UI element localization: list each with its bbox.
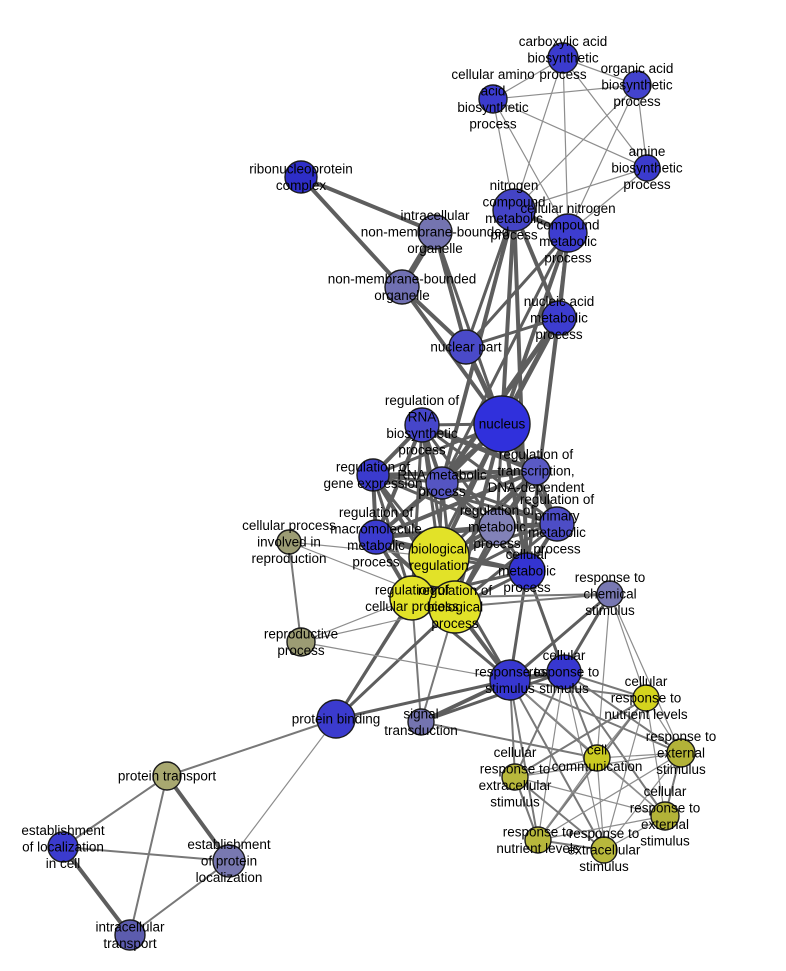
graph-edge <box>62 775 168 848</box>
graph-edge <box>420 721 598 759</box>
node-rrbp[interactable] <box>404 407 440 443</box>
node-ptrans[interactable] <box>152 761 182 791</box>
node-pbind[interactable] <box>316 699 356 739</box>
graph-edge <box>508 592 612 682</box>
graph-edge <box>228 718 337 862</box>
graph-edge <box>609 593 682 754</box>
graph-edge <box>513 57 564 211</box>
graph-edge <box>500 208 516 426</box>
node-rge[interactable] <box>356 458 390 492</box>
graph-edge <box>420 423 499 529</box>
graph-edge <box>500 231 570 426</box>
node-rchem[interactable] <box>596 580 624 608</box>
node-carb[interactable] <box>547 42 579 74</box>
graph-edge <box>419 670 566 724</box>
graph-edge <box>492 84 638 100</box>
node-nam[interactable] <box>541 300 577 336</box>
graph-edge <box>513 84 638 211</box>
graph-edge <box>374 469 538 539</box>
graph-edge <box>334 596 414 721</box>
node-ccomm[interactable] <box>583 744 611 772</box>
graph-edge <box>288 541 302 643</box>
node-repro[interactable] <box>286 627 316 657</box>
node-rpmp[interactable] <box>539 506 575 542</box>
node-nucleus[interactable] <box>473 395 531 453</box>
graph-edge <box>334 605 457 721</box>
node-sigtrans[interactable] <box>407 708 435 736</box>
graph-edge <box>165 774 231 863</box>
graph-edge <box>603 697 647 851</box>
node-crnl[interactable] <box>632 684 660 712</box>
graph-edge <box>129 860 230 936</box>
graph-edge <box>563 671 666 817</box>
graph-edge <box>492 98 569 234</box>
graph-edge <box>562 57 648 169</box>
graph-edge <box>62 846 230 862</box>
graph-edge <box>433 230 504 426</box>
graph-edge <box>514 671 565 778</box>
graph-edge <box>596 757 605 851</box>
node-inmbo[interactable] <box>417 214 453 250</box>
graph-edge <box>537 752 682 841</box>
graph-edge <box>562 57 569 234</box>
node-cmp[interactable] <box>508 552 546 590</box>
node-itrans[interactable] <box>114 919 146 951</box>
node-crstim[interactable] <box>546 654 582 690</box>
node-rbp[interactable] <box>428 580 482 634</box>
node-rcp[interactable] <box>389 575 435 621</box>
node-camino[interactable] <box>478 84 508 114</box>
node-rtdd[interactable] <box>521 456 551 486</box>
labels-layer: carboxylic acid biosynthetic processcellul… <box>21 34 716 951</box>
graph-edge <box>420 423 559 526</box>
node-epl[interactable] <box>212 844 246 878</box>
graph-edge <box>299 175 437 234</box>
graph-edge <box>374 522 559 539</box>
graph-edge <box>299 175 404 289</box>
node-rnam[interactable] <box>425 466 459 500</box>
graph-edge <box>509 679 605 851</box>
edges-layer <box>61 57 682 937</box>
node-rstim[interactable] <box>489 659 531 701</box>
node-oacid[interactable] <box>622 70 652 100</box>
node-amine[interactable] <box>633 154 661 182</box>
node-nmbo[interactable] <box>384 269 420 305</box>
node-cpir[interactable] <box>276 529 302 555</box>
graph-edge <box>300 641 511 681</box>
node-crext[interactable] <box>650 801 680 831</box>
graph-edge <box>166 718 337 777</box>
node-elic[interactable] <box>47 831 79 863</box>
node-ncmp[interactable] <box>492 188 536 232</box>
graph-edge <box>419 422 539 474</box>
node-rnp[interactable] <box>284 160 318 194</box>
graph-edge <box>512 208 529 573</box>
graph-edge <box>513 167 648 211</box>
graph-edge <box>567 84 638 234</box>
graph-edge <box>537 757 598 841</box>
graph-edge <box>61 845 132 937</box>
node-npart[interactable] <box>448 329 484 365</box>
graph-edge <box>603 752 682 851</box>
node-rext[interactable] <box>666 738 696 768</box>
node-rmmp[interactable] <box>358 519 394 555</box>
graph-edge <box>537 815 666 841</box>
graph-edge <box>514 697 647 778</box>
graph-edge <box>514 776 605 851</box>
node-rnl[interactable] <box>524 826 552 854</box>
node-rmp[interactable] <box>478 508 516 546</box>
graph-edge <box>596 593 611 759</box>
node-crextra[interactable] <box>501 763 529 791</box>
graph-edge <box>492 98 648 169</box>
graph-edge <box>514 776 666 817</box>
graph-edge <box>334 678 512 721</box>
node-cncmp[interactable] <box>548 213 588 253</box>
graph-edge <box>596 757 666 817</box>
graph-edge <box>514 757 598 778</box>
graph-edge <box>609 593 647 699</box>
graph-edge <box>129 775 168 936</box>
nodes-layer <box>47 42 696 951</box>
node-rextra[interactable] <box>590 836 618 864</box>
